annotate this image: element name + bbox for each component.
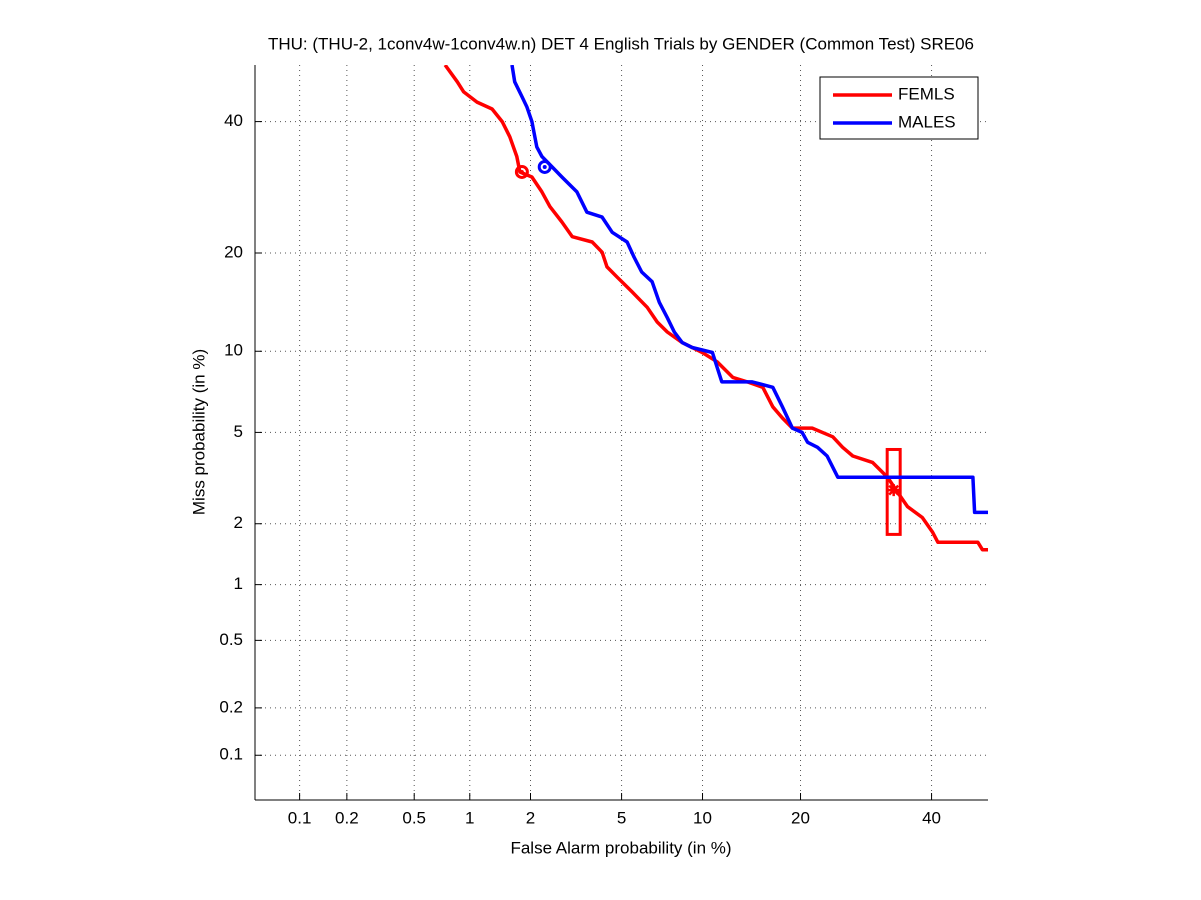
min-dcf-marker: [537, 159, 552, 174]
legend-label: MALES: [898, 112, 956, 131]
y-tick-label: 1: [234, 574, 243, 593]
y-tick-label: 20: [224, 242, 243, 261]
x-tick-label: 20: [791, 808, 810, 827]
y-tick-label: 40: [224, 111, 243, 130]
min-dcf-dot: [519, 169, 524, 174]
act-dcf-marker: [887, 484, 900, 497]
chart-title: THU: (THU-2, 1conv4w-1conv4w.n) DET 4 En…: [268, 34, 974, 53]
x-tick-label: 5: [617, 808, 626, 827]
y-tick-label: 10: [224, 341, 243, 360]
x-tick-label: 40: [922, 808, 941, 827]
y-tick-label: 0.2: [219, 697, 243, 716]
y-tick-label: 5: [234, 422, 243, 441]
legend-box: [819, 76, 979, 140]
x-axis-label: False Alarm probability (in %): [510, 838, 731, 857]
min-dcf-marker: [514, 164, 529, 179]
y-tick-label: 0.1: [219, 745, 243, 764]
x-tick-label: 2: [526, 808, 535, 827]
y-tick-label: 0.5: [219, 630, 243, 649]
x-tick-label: 0.2: [335, 808, 359, 827]
y-tick-label: 2: [234, 513, 243, 532]
legend: FEMLS MALES: [819, 76, 979, 140]
x-tick-label: 0.5: [402, 808, 426, 827]
x-tick-label: 1: [465, 808, 474, 827]
plot-area: [443, 65, 988, 552]
act-dcf-interval: [885, 447, 902, 536]
min-dcf-dot: [542, 164, 547, 169]
x-tick-label: 0.1: [288, 808, 312, 827]
y-axis-label: Miss probability (in %): [189, 349, 208, 515]
legend-label: FEMLS: [898, 84, 955, 103]
x-tick-label: 10: [693, 808, 712, 827]
det-curve: [510, 65, 988, 515]
